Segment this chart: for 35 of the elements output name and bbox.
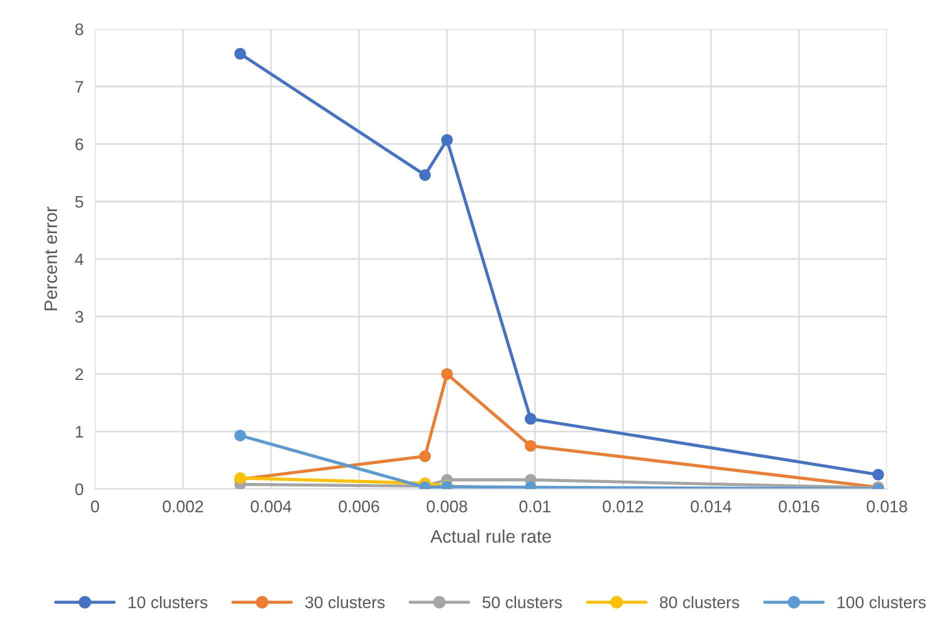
legend-label: 30 clusters: [305, 596, 385, 608]
point: [872, 468, 884, 480]
x-tick-label: 0.002: [162, 500, 204, 512]
x-tick-label: 0.014: [690, 500, 732, 512]
x-tick-label: 0.018: [866, 500, 908, 512]
x-tick-label: 0: [91, 500, 99, 512]
x-tick-label: 0.006: [338, 500, 380, 512]
y-tick-label: 5: [75, 196, 84, 208]
y-axis-title: Percent error: [44, 206, 58, 310]
x-tick-label: 0.016: [778, 500, 820, 512]
point: [419, 169, 431, 181]
x-tick-label: 0.004: [250, 500, 292, 512]
y-tick-label: 0: [75, 483, 84, 496]
point: [419, 450, 431, 462]
legend-label: 80 clusters: [660, 596, 740, 608]
point: [441, 368, 453, 380]
point: [524, 440, 536, 452]
legend-label: 10 clusters: [128, 596, 208, 608]
y-tick-label: 2: [75, 368, 84, 380]
x-tick-label: 0.012: [602, 500, 644, 512]
x-tick-label: 0.01: [519, 500, 550, 512]
y-tick-label: 4: [75, 254, 84, 266]
y-tick-label: 7: [75, 81, 84, 93]
y-tick-label: 8: [75, 23, 84, 36]
x-tick-label: 0.008: [426, 500, 468, 512]
x-axis-title: Actual rule rate: [430, 530, 551, 543]
legend-label: 50 clusters: [482, 596, 562, 608]
point: [234, 48, 246, 60]
y-tick-label: 6: [75, 138, 84, 150]
y-tick-label: 1: [76, 426, 84, 438]
legend-label: 100 clusters: [838, 596, 926, 608]
point: [234, 430, 246, 442]
y-tick-label: 3: [75, 310, 84, 323]
point: [524, 413, 536, 425]
point: [441, 134, 453, 146]
